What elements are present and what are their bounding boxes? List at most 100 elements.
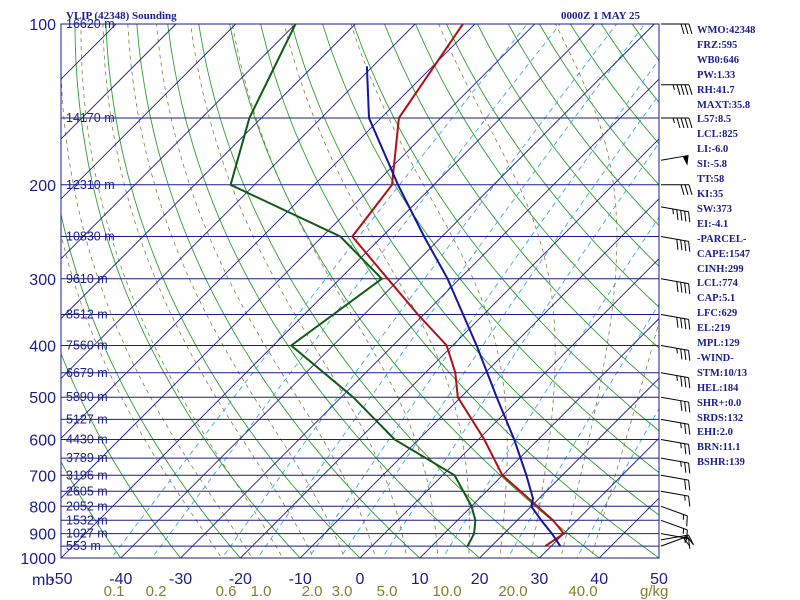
isotherm xyxy=(179,78,659,558)
moist-adiabat xyxy=(156,24,377,558)
mixing-ratio-line xyxy=(221,24,617,558)
index-item: MPL:129 xyxy=(697,338,740,350)
isotherm xyxy=(61,24,296,260)
temperature-tick-label: -10 xyxy=(289,571,312,588)
stability-indices: WMO:42348 FRZ:595 WB0:646 PW:1.33 RH:41.7 MAX… xyxy=(697,24,755,471)
pressure-tick-label: 800 xyxy=(29,499,56,516)
mixing-ratio-label: 1.0 xyxy=(251,583,272,600)
wind-barb xyxy=(660,533,691,549)
wind-barb xyxy=(660,457,691,474)
pressure-tick-label: 500 xyxy=(29,390,56,407)
mixing-ratio-line xyxy=(151,24,561,558)
isotherm xyxy=(61,24,416,380)
mixing-ratio-label: 3.0 xyxy=(332,583,353,600)
mixing-ratio-line xyxy=(381,142,659,558)
height-label: 8512 m xyxy=(66,308,108,322)
wind-barb xyxy=(660,505,688,527)
wind-barb xyxy=(661,184,693,195)
height-label: 3196 m xyxy=(66,468,108,482)
mixing-ratio-label: 2.0 xyxy=(302,583,323,600)
isobars xyxy=(61,23,659,559)
temperature-tick-label: -20 xyxy=(229,571,252,588)
dry-adiabat xyxy=(167,24,481,558)
dry-adiabat xyxy=(198,24,541,558)
moist-adiabats xyxy=(61,24,659,558)
isotherm xyxy=(299,198,659,558)
wind-barb xyxy=(660,396,691,413)
pressure-tick-label: 1000 xyxy=(20,551,56,568)
index-item: SW:373 xyxy=(697,203,733,215)
wind-barbs xyxy=(660,23,694,549)
dry-adiabat xyxy=(61,460,122,558)
dewpoint-line xyxy=(229,24,477,547)
index-item: HEL:184 xyxy=(697,382,739,394)
height-label: 16620 m xyxy=(66,17,115,31)
index-item: -PARCEL- xyxy=(697,233,747,245)
dry-adiabat xyxy=(61,352,182,558)
wind-barb xyxy=(660,206,691,223)
pressure-tick-label: 900 xyxy=(29,527,56,544)
mixing-ratio-label: 5.0 xyxy=(377,583,398,600)
dry-adiabat xyxy=(477,24,659,267)
index-item: TT:58 xyxy=(697,174,725,186)
temperature-tick-label: 20 xyxy=(471,571,489,588)
moist-adiabat xyxy=(438,24,556,558)
height-label: 6679 m xyxy=(66,366,108,380)
mixing-ratio-label: 0.1 xyxy=(104,583,125,600)
moist-adiabat xyxy=(555,24,618,558)
wind-barb xyxy=(660,236,691,252)
dry-adiabat xyxy=(61,212,241,558)
isotherm xyxy=(538,437,659,558)
index-item: EHI:2.0 xyxy=(697,427,733,439)
mixing-ratio-label: 10.0 xyxy=(432,583,461,600)
height-label: 5890 m xyxy=(66,390,108,404)
temperature-tick-label: 0 xyxy=(356,571,365,588)
mixing-ratio-unit-label: g/kg xyxy=(640,583,668,600)
dry-adiabat xyxy=(136,24,421,558)
mixing-ratio-line xyxy=(339,94,659,558)
mixing-ratio-line xyxy=(257,24,646,558)
isotherm xyxy=(61,24,177,140)
index-item: RH:41.7 xyxy=(697,84,735,96)
dry-adiabats xyxy=(61,24,659,558)
isotherms xyxy=(61,24,659,558)
pressure-tick-label: 400 xyxy=(29,339,56,356)
index-item: CAPE:1547 xyxy=(697,248,751,260)
index-item: FRZ:595 xyxy=(697,39,738,51)
index-item: SI:-5.8 xyxy=(697,159,728,171)
moist-adiabat xyxy=(590,320,659,558)
pressure-tick-label: 700 xyxy=(29,468,56,485)
wind-barb xyxy=(660,314,691,330)
pressure-unit-label: mb xyxy=(32,572,54,589)
isotherm xyxy=(239,138,659,558)
pressure-tick-label: 200 xyxy=(29,178,56,195)
wind-barb xyxy=(660,372,691,389)
mixing-ratio-label: 40.0 xyxy=(568,583,597,600)
index-item: EI:-4.1 xyxy=(697,218,729,230)
isotherm xyxy=(598,497,659,558)
isotherm xyxy=(61,24,595,558)
pressure-tick-label: 600 xyxy=(29,433,56,450)
index-item: -WIND- xyxy=(697,352,734,364)
index-item: PW:1.33 xyxy=(697,69,736,81)
moist-adiabat xyxy=(231,24,439,558)
mixing-ratio-line xyxy=(110,24,528,558)
isotherm xyxy=(61,24,237,200)
index-item: MAXT:35.8 xyxy=(697,99,751,111)
temperature-tick-label: 30 xyxy=(531,571,549,588)
mixing-ratio-line xyxy=(442,216,659,558)
pressure-tick-label: 300 xyxy=(29,272,56,289)
wind-barb xyxy=(660,278,691,295)
height-label: 3789 m xyxy=(66,451,108,465)
dry-adiabat xyxy=(291,24,659,516)
wind-barb xyxy=(660,439,691,455)
height-label: 1532 m xyxy=(66,513,108,527)
height-label: 2052 m xyxy=(66,499,108,513)
index-item: KI:35 xyxy=(697,188,724,200)
wind-barb xyxy=(661,84,693,95)
station-title: VLIP (42348) Sounding xyxy=(66,10,177,22)
temperature-tick-label: 10 xyxy=(411,571,429,588)
index-item: WB0:646 xyxy=(697,54,739,66)
dry-adiabat xyxy=(353,24,659,432)
